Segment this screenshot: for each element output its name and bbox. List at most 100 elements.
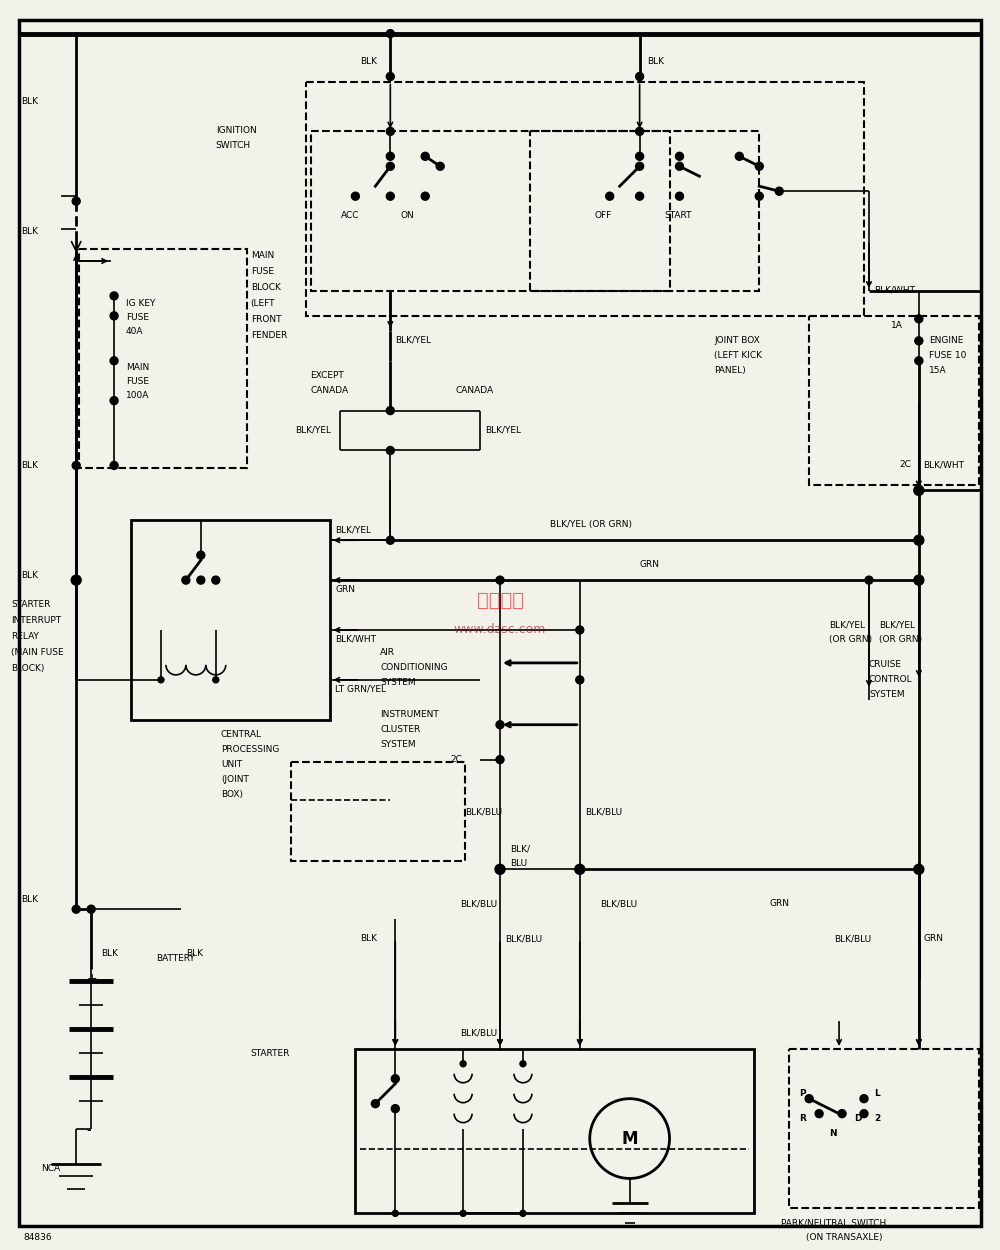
Text: CONDITIONING: CONDITIONING — [380, 662, 448, 672]
Text: (ON TRANSAXLE): (ON TRANSAXLE) — [806, 1234, 882, 1242]
Text: MAIN: MAIN — [251, 251, 274, 260]
Circle shape — [606, 192, 614, 200]
Text: BLK/BLU: BLK/BLU — [460, 1029, 497, 1038]
Text: (OR GRN): (OR GRN) — [829, 635, 872, 644]
Text: BLK/YEL: BLK/YEL — [879, 620, 915, 629]
Text: GRN: GRN — [640, 560, 660, 569]
Text: BLK/BLU: BLK/BLU — [834, 934, 871, 944]
Bar — [291, 761, 465, 861]
Text: FRONT: FRONT — [251, 315, 281, 324]
Text: FUSE 10: FUSE 10 — [929, 351, 966, 360]
Circle shape — [805, 1095, 813, 1102]
Circle shape — [386, 536, 394, 544]
Text: AIR: AIR — [380, 648, 395, 658]
Circle shape — [914, 864, 924, 874]
Circle shape — [386, 406, 394, 415]
Circle shape — [815, 1110, 823, 1118]
Text: NCA: NCA — [41, 1164, 60, 1172]
Text: GRN: GRN — [769, 899, 789, 909]
Text: UNIT: UNIT — [221, 760, 242, 769]
Circle shape — [371, 1100, 379, 1108]
Text: 2C: 2C — [899, 460, 911, 470]
Text: D: D — [854, 1114, 862, 1122]
Circle shape — [386, 72, 394, 80]
Text: P: P — [799, 1089, 806, 1098]
Text: BLK/BLU: BLK/BLU — [505, 934, 542, 944]
Text: FENDER: FENDER — [251, 331, 287, 340]
Text: PANEL): PANEL) — [714, 366, 746, 375]
Text: BLK: BLK — [21, 98, 38, 106]
Circle shape — [71, 575, 81, 585]
Text: (LEFT: (LEFT — [251, 299, 275, 308]
Bar — [355, 1049, 754, 1214]
Text: BLK: BLK — [360, 58, 377, 66]
Text: BLK/: BLK/ — [510, 845, 530, 854]
Text: BLK/YEL: BLK/YEL — [485, 425, 521, 435]
Text: 2C: 2C — [450, 755, 462, 764]
Circle shape — [460, 1061, 466, 1066]
Text: www.dzsc.com: www.dzsc.com — [454, 624, 546, 636]
Text: BLK: BLK — [101, 949, 118, 958]
Text: RELAY: RELAY — [11, 632, 39, 641]
Circle shape — [386, 162, 394, 170]
Text: JOINT BOX: JOINT BOX — [714, 336, 760, 345]
Text: BLK: BLK — [21, 461, 38, 470]
Circle shape — [213, 676, 219, 682]
Circle shape — [676, 162, 683, 170]
Text: BLK/BLU: BLK/BLU — [600, 899, 637, 909]
Text: L: L — [874, 1089, 880, 1098]
Text: FUSE: FUSE — [126, 376, 149, 386]
Text: LT GRN/YEL: LT GRN/YEL — [335, 685, 386, 694]
Text: 15A: 15A — [929, 366, 946, 375]
Text: R: R — [799, 1114, 806, 1122]
Circle shape — [158, 676, 164, 682]
Circle shape — [915, 336, 923, 345]
Text: MAIN: MAIN — [126, 362, 149, 371]
Text: EXCEPT: EXCEPT — [311, 371, 344, 380]
Circle shape — [914, 535, 924, 545]
Text: CONTROL: CONTROL — [869, 675, 913, 684]
Text: 1A: 1A — [891, 321, 903, 330]
Circle shape — [755, 162, 763, 170]
Circle shape — [636, 127, 644, 135]
Circle shape — [496, 721, 504, 729]
Text: IG KEY: IG KEY — [126, 299, 155, 308]
Text: GRN: GRN — [924, 934, 944, 944]
Circle shape — [110, 356, 118, 365]
Text: -: - — [86, 1124, 91, 1136]
Text: CRUISE: CRUISE — [869, 660, 902, 669]
Text: BLK: BLK — [360, 934, 377, 944]
Text: OFF: OFF — [595, 211, 612, 220]
Text: BLK/BLU: BLK/BLU — [585, 808, 622, 816]
Circle shape — [496, 756, 504, 764]
Text: INTERRUPT: INTERRUPT — [11, 616, 61, 625]
Circle shape — [755, 192, 763, 200]
Text: SWITCH: SWITCH — [216, 141, 251, 150]
Bar — [306, 81, 864, 316]
Circle shape — [636, 72, 644, 80]
Circle shape — [735, 152, 743, 160]
Circle shape — [576, 626, 584, 634]
Text: BLK: BLK — [21, 895, 38, 904]
Text: BLK: BLK — [21, 226, 38, 235]
Circle shape — [386, 446, 394, 455]
Circle shape — [915, 356, 923, 365]
Circle shape — [520, 1210, 526, 1216]
Text: ACC: ACC — [340, 211, 359, 220]
Circle shape — [865, 576, 873, 584]
Circle shape — [110, 311, 118, 320]
Circle shape — [636, 162, 644, 170]
Text: (LEFT KICK: (LEFT KICK — [714, 351, 762, 360]
Circle shape — [436, 162, 444, 170]
Text: BLOCK): BLOCK) — [11, 664, 45, 672]
Circle shape — [197, 576, 205, 584]
Circle shape — [72, 905, 80, 914]
Text: ENGINE: ENGINE — [929, 336, 963, 345]
Text: INSTRUMENT: INSTRUMENT — [380, 710, 439, 719]
Text: BLK: BLK — [648, 58, 665, 66]
Text: BATTERY: BATTERY — [156, 954, 195, 962]
Text: +: + — [86, 972, 97, 985]
Circle shape — [386, 30, 394, 38]
Circle shape — [838, 1110, 846, 1118]
Text: GRN: GRN — [335, 585, 355, 594]
